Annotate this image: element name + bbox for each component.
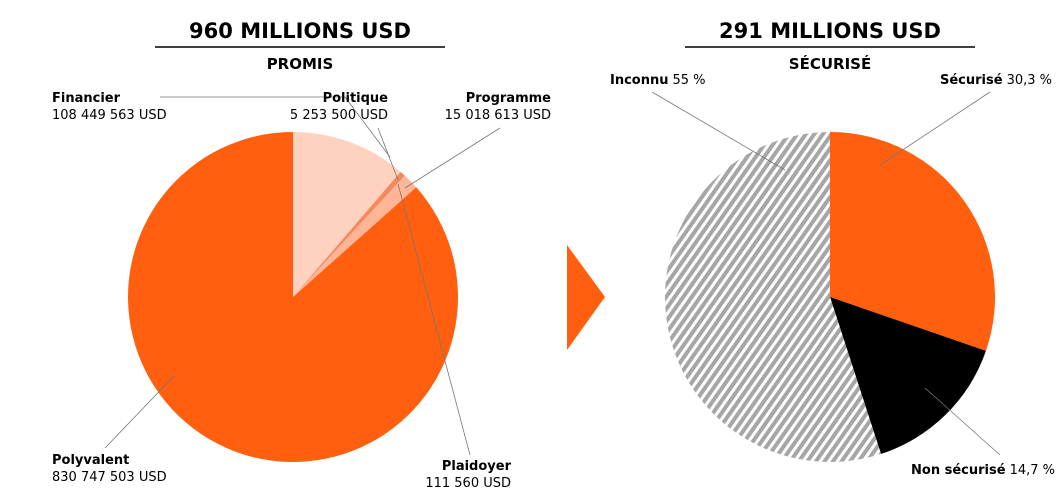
slice-value: 55 % [673,73,706,88]
chart-subtitle: PROMIS [267,55,334,73]
slice-name: Sécurisé [940,73,1003,88]
slice-label: Sécurisé 30,3 % [940,73,1052,88]
slice-label: Polyvalent [52,453,129,468]
slice-value: 30,3 % [1007,73,1052,88]
slice-value: 830 747 503 USD [52,470,167,485]
chart-title: 960 MILLIONS USD [189,19,411,43]
pie-slice [830,132,996,351]
pie-slice [830,297,986,454]
slice-name: Inconnu [610,73,669,88]
leader-line [924,387,1001,456]
leader-line [404,127,501,189]
chart-subtitle: SÉCURISÉ [789,54,871,73]
slice-value: 108 449 563 USD [52,108,167,123]
arrow [567,245,605,350]
slice-name: Non sécurisé [911,463,1006,478]
leader-line [160,96,391,158]
pie-slice [665,132,881,462]
leader-line [377,127,399,181]
leader-line [397,183,471,456]
slice-value: 111 560 USD [425,476,511,491]
pie-slice [127,132,458,462]
pie-slice [293,132,401,297]
leader-line [104,374,176,449]
slice-value: 5 253 500 USD [290,108,388,123]
slice-label: Programme [466,91,551,106]
leader-line [651,91,786,171]
slice-label: Plaidoyer [442,459,512,474]
slice-value: 15 018 613 USD [445,108,551,123]
slice-label: Politique [323,91,389,106]
pie-slice [293,171,405,297]
pie-slice [293,175,417,297]
pie-slice [293,187,417,297]
slice-label: Financier [52,91,121,106]
leader-line [879,91,991,166]
slice-label: Non sécurisé 14,7 % [911,463,1055,478]
slice-label: Inconnu 55 % [610,73,706,88]
slice-value: 14,7 % [1010,463,1055,478]
chart-title: 291 MILLIONS USD [719,19,941,43]
